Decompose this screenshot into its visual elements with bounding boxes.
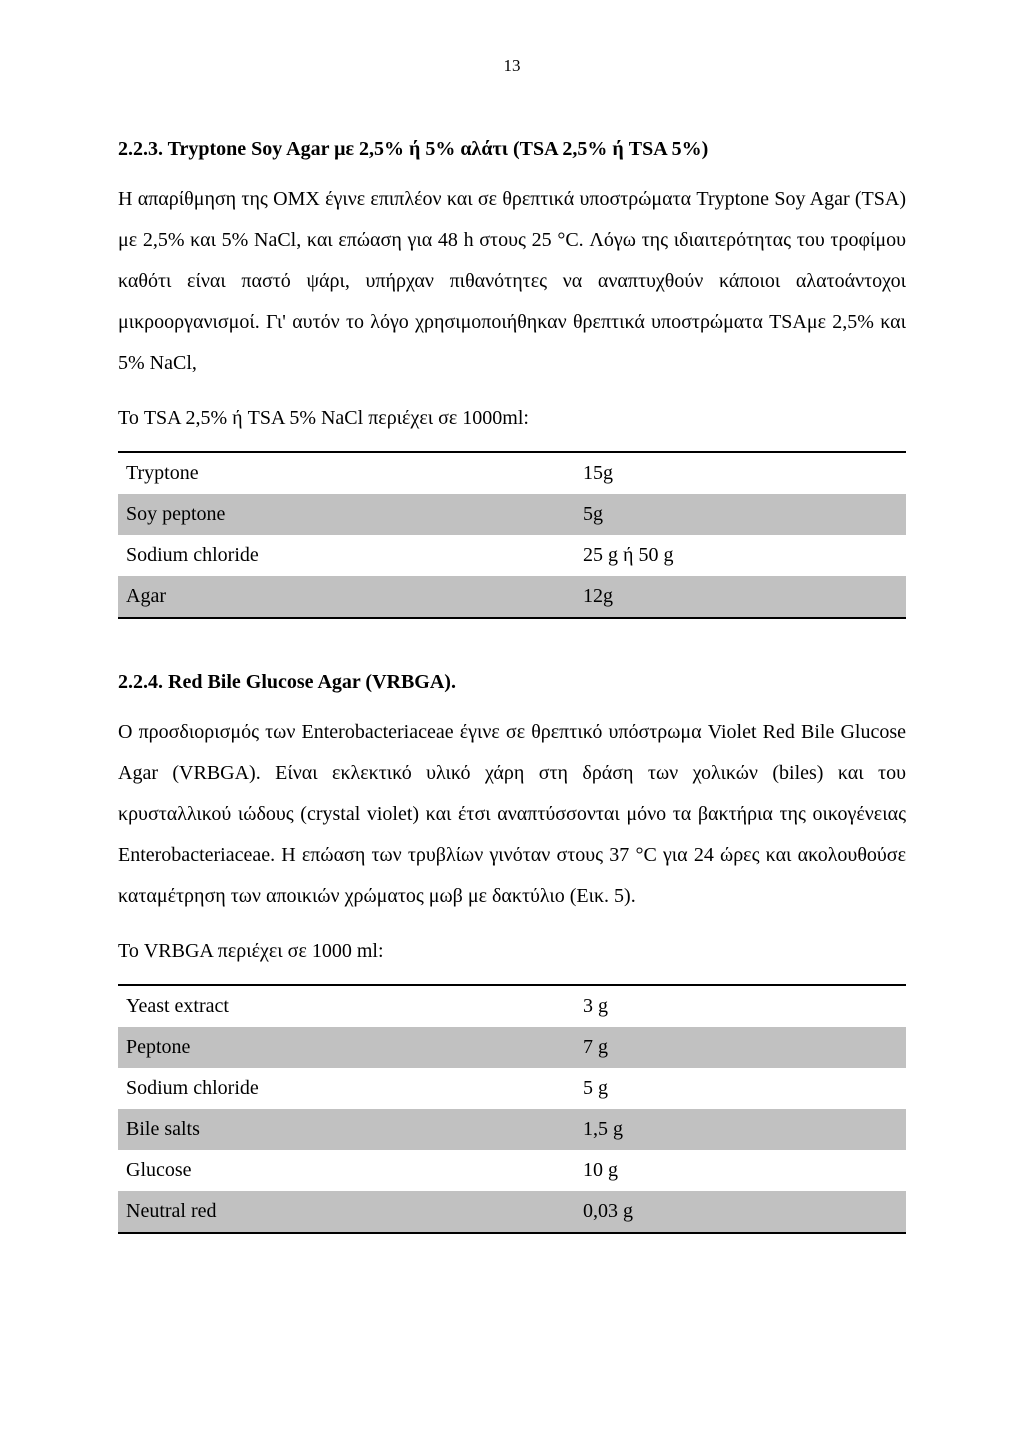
ingredient-amount: 5g (575, 494, 906, 535)
ingredient-name: Agar (118, 576, 575, 618)
table-row: Yeast extract3 g (118, 985, 906, 1027)
ingredient-amount: 15g (575, 452, 906, 494)
ingredient-name: Bile salts (118, 1109, 575, 1150)
ingredient-name: Yeast extract (118, 985, 575, 1027)
table-row: Peptone7 g (118, 1027, 906, 1068)
table-row: Glucose10 g (118, 1150, 906, 1191)
ingredient-name: Sodium chloride (118, 1068, 575, 1109)
ingredient-name: Sodium chloride (118, 535, 575, 576)
table-row: Sodium chloride5 g (118, 1068, 906, 1109)
ingredient-amount: 7 g (575, 1027, 906, 1068)
table-row: Soy peptone5g (118, 494, 906, 535)
section-1-heading: 2.2.3. Tryptone Soy Agar με 2,5% ή 5% αλ… (118, 138, 906, 161)
table-row: Tryptone15g (118, 452, 906, 494)
table-row: Agar12g (118, 576, 906, 618)
ingredient-name: Tryptone (118, 452, 575, 494)
ingredient-name: Glucose (118, 1150, 575, 1191)
table-row: Bile salts1,5 g (118, 1109, 906, 1150)
section-2-table-lead: Το VRBGA περιέχει σε 1000 ml: (118, 931, 906, 972)
page: 13 2.2.3. Tryptone Soy Agar με 2,5% ή 5%… (0, 0, 1024, 1447)
ingredient-amount: 5 g (575, 1068, 906, 1109)
section-1-paragraph: Η απαρίθμηση της ΟΜΧ έγινε επιπλέον και … (118, 179, 906, 384)
table-tsa-ingredients: Tryptone15gSoy peptone5gSodium chloride2… (118, 451, 906, 619)
ingredient-name: Neutral red (118, 1191, 575, 1233)
ingredient-amount: 3 g (575, 985, 906, 1027)
ingredient-amount: 0,03 g (575, 1191, 906, 1233)
ingredient-amount: 25 g ή 50 g (575, 535, 906, 576)
table-row: Neutral red0,03 g (118, 1191, 906, 1233)
ingredient-amount: 1,5 g (575, 1109, 906, 1150)
spacer (118, 663, 906, 671)
page-number: 13 (118, 56, 906, 76)
ingredient-amount: 12g (575, 576, 906, 618)
ingredient-amount: 10 g (575, 1150, 906, 1191)
table-row: Sodium chloride25 g ή 50 g (118, 535, 906, 576)
table-vrbga-ingredients: Yeast extract3 gPeptone7 gSodium chlorid… (118, 984, 906, 1234)
section-2-heading: 2.2.4. Red Bile Glucose Agar (VRBGA). (118, 671, 906, 694)
section-2-paragraph: Ο προσδιορισμός των Enterobacteriaceae έ… (118, 712, 906, 917)
ingredient-name: Peptone (118, 1027, 575, 1068)
ingredient-name: Soy peptone (118, 494, 575, 535)
section-1-table-lead: Το TSA 2,5% ή TSA 5% NaCl περιέχει σε 10… (118, 398, 906, 439)
